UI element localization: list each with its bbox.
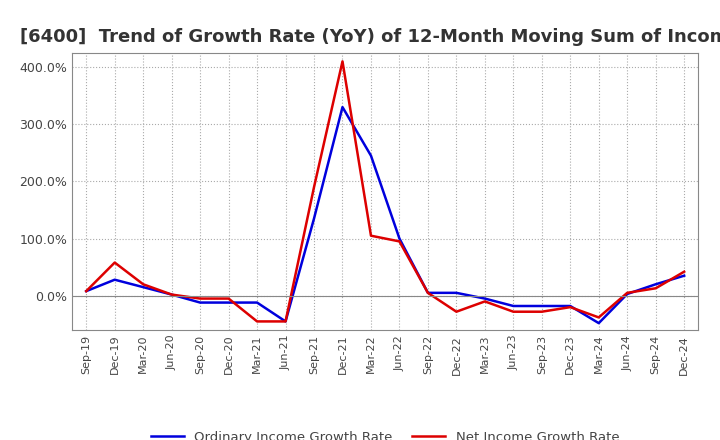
Legend: Ordinary Income Growth Rate, Net Income Growth Rate: Ordinary Income Growth Rate, Net Income … [145,425,625,440]
Net Income Growth Rate [338,59,347,64]
Ordinary Income Growth Rate [139,285,148,290]
Ordinary Income Growth Rate [167,292,176,297]
Ordinary Income Growth Rate [680,273,688,279]
Line: Net Income Growth Rate: Net Income Growth Rate [86,61,684,322]
Ordinary Income Growth Rate [338,104,347,110]
Ordinary Income Growth Rate [225,300,233,305]
Ordinary Income Growth Rate [282,319,290,324]
Net Income Growth Rate [366,233,375,238]
Net Income Growth Rate [167,292,176,297]
Net Income Growth Rate [623,290,631,296]
Net Income Growth Rate [139,282,148,287]
Net Income Growth Rate [110,260,119,265]
Title: [6400]  Trend of Growth Rate (YoY) of 12-Month Moving Sum of Incomes: [6400] Trend of Growth Rate (YoY) of 12-… [19,28,720,46]
Ordinary Income Growth Rate [196,300,204,305]
Net Income Growth Rate [566,304,575,310]
Ordinary Income Growth Rate [253,300,261,305]
Ordinary Income Growth Rate [82,289,91,294]
Ordinary Income Growth Rate [652,282,660,287]
Net Income Growth Rate [452,309,461,314]
Ordinary Income Growth Rate [595,320,603,326]
Net Income Growth Rate [423,290,432,296]
Ordinary Income Growth Rate [310,216,318,221]
Ordinary Income Growth Rate [509,303,518,308]
Net Income Growth Rate [225,296,233,301]
Net Income Growth Rate [310,184,318,190]
Net Income Growth Rate [595,315,603,320]
Ordinary Income Growth Rate [452,290,461,296]
Net Income Growth Rate [282,319,290,324]
Ordinary Income Growth Rate [623,291,631,297]
Net Income Growth Rate [480,299,489,304]
Net Income Growth Rate [680,269,688,275]
Ordinary Income Growth Rate [395,236,404,241]
Net Income Growth Rate [82,289,91,294]
Ordinary Income Growth Rate [480,296,489,301]
Ordinary Income Growth Rate [566,303,575,308]
Net Income Growth Rate [652,286,660,291]
Line: Ordinary Income Growth Rate: Ordinary Income Growth Rate [86,107,684,323]
Net Income Growth Rate [537,309,546,314]
Net Income Growth Rate [253,319,261,324]
Ordinary Income Growth Rate [423,290,432,296]
Ordinary Income Growth Rate [366,153,375,158]
Net Income Growth Rate [196,296,204,301]
Ordinary Income Growth Rate [110,277,119,282]
Net Income Growth Rate [395,239,404,244]
Ordinary Income Growth Rate [537,303,546,308]
Net Income Growth Rate [509,309,518,314]
